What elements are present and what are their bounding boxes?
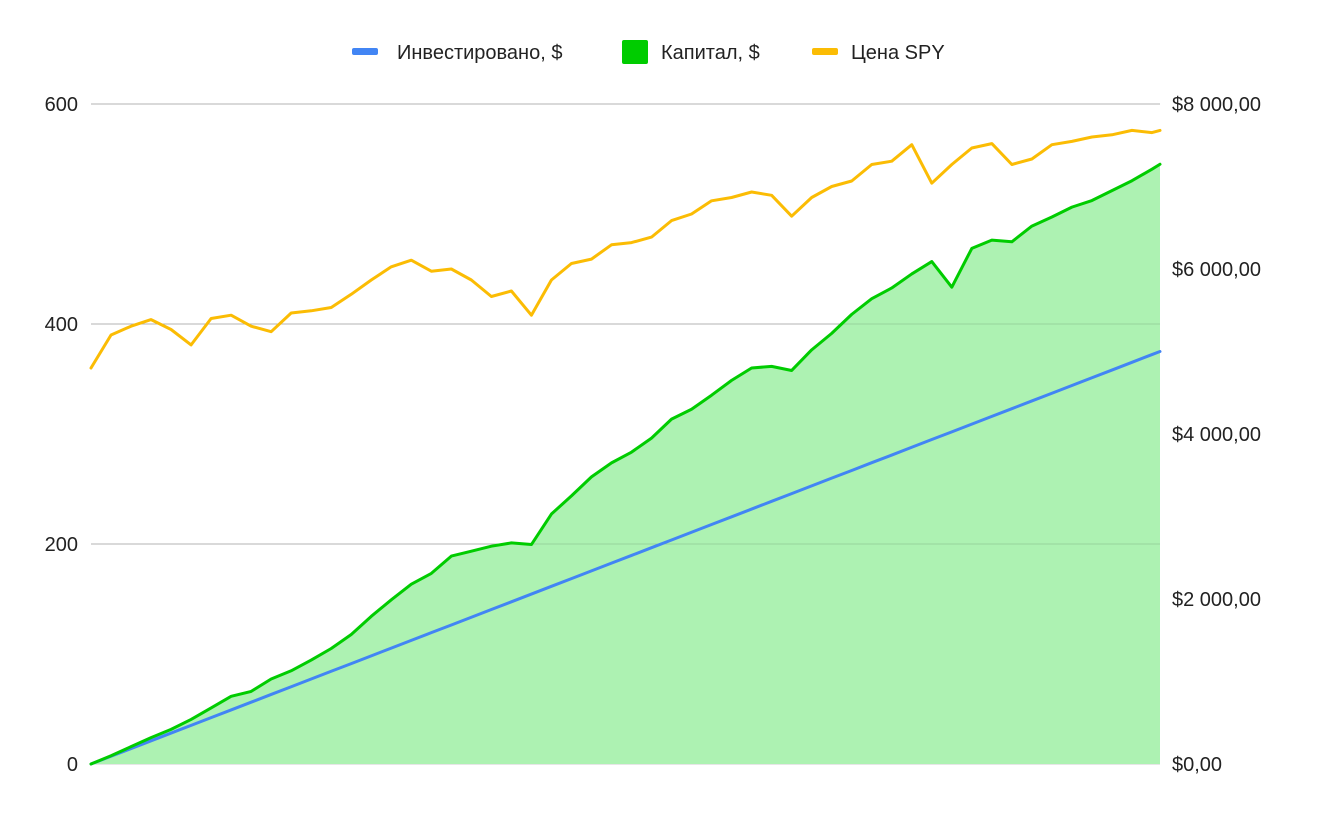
legend-label: Инвестировано, $ — [397, 42, 562, 64]
capital-area-fill — [91, 164, 1160, 765]
invested-line — [89, 350, 1162, 766]
legend-label: Капитал, $ — [661, 42, 760, 64]
left-tick-label: 0 — [67, 754, 78, 776]
left-tick-label: 200 — [45, 534, 78, 556]
legend: Инвестировано, $ Капитал, $ Цена SPY — [352, 40, 945, 64]
legend-item: Цена SPY — [812, 42, 945, 64]
legend-swatch — [352, 48, 378, 55]
right-tick-label: $4 000,00 — [1172, 424, 1261, 446]
legend-item: Инвестировано, $ — [352, 42, 562, 64]
left-tick-label: 600 — [45, 94, 78, 116]
left-axis-ticks: 0 200 400 600 — [45, 94, 78, 776]
right-tick-label: $8 000,00 — [1172, 94, 1261, 116]
right-axis-ticks: $0,00 $2 000,00 $4 000,00 $6 000,00 $8 000,0… — [1172, 94, 1261, 776]
legend-item: Капитал, $ — [622, 40, 760, 64]
area-layer — [91, 103, 1160, 765]
legend-label: Цена SPY — [851, 42, 945, 64]
right-tick-label: $0,00 — [1172, 754, 1222, 776]
spy-price-line — [89, 128, 1162, 370]
legend-swatch — [812, 48, 838, 55]
right-tick-label: $6 000,00 — [1172, 259, 1261, 281]
capital-line — [89, 162, 1162, 766]
left-tick-label: 400 — [45, 314, 78, 336]
right-tick-label: $2 000,00 — [1172, 589, 1261, 611]
line-layer — [89, 128, 1162, 766]
legend-swatch — [622, 40, 648, 64]
